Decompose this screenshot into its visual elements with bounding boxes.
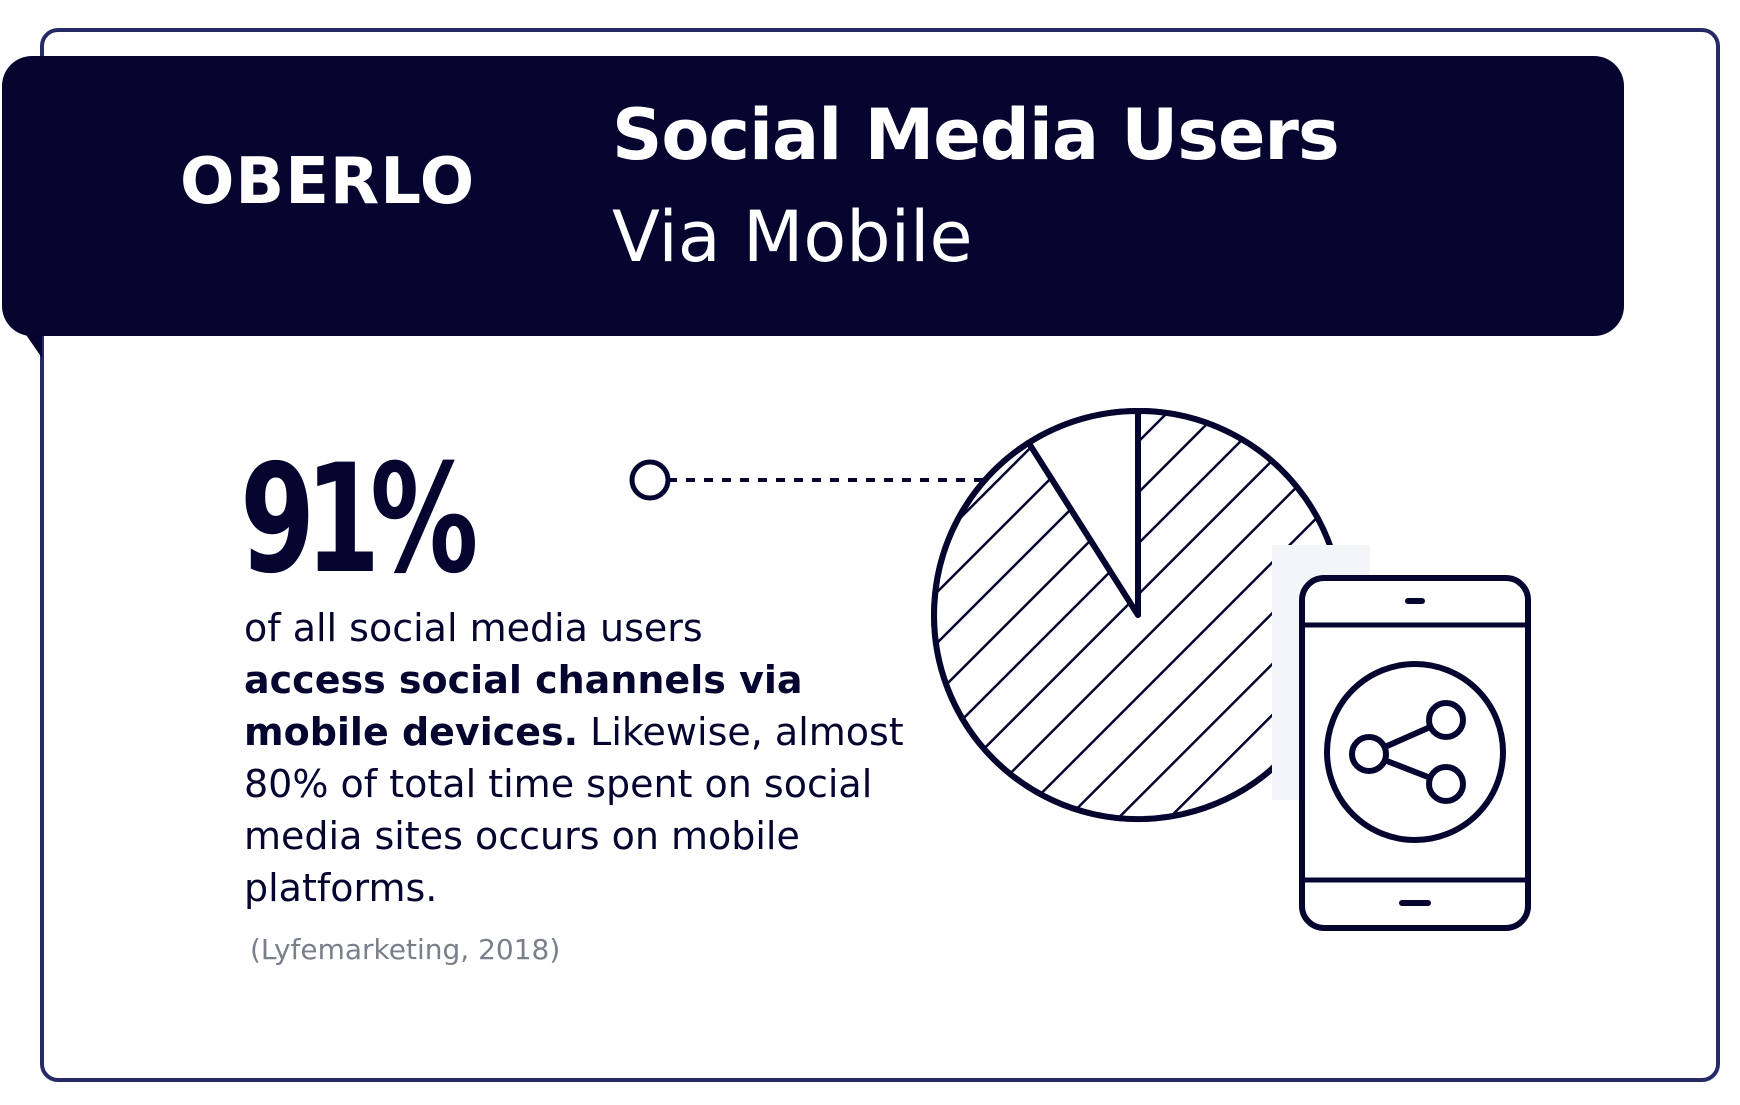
share-node-bottom	[1426, 764, 1466, 804]
pie-slice-other	[1025, 408, 1141, 618]
share-node-top	[1426, 700, 1466, 740]
smartphone-icon	[1272, 545, 1531, 931]
pie-chart-icon	[931, 408, 1346, 822]
share-icon	[1324, 661, 1506, 843]
stat-text-bold: access social channels via mobile device…	[244, 658, 803, 754]
oberlo-logo: OBERLO	[180, 145, 476, 219]
stat-text-intro: of all social media users	[244, 606, 703, 650]
stat-value: 91%	[240, 433, 478, 607]
share-node-left	[1349, 734, 1389, 774]
page-subtitle: Via Mobile	[612, 196, 973, 278]
stat-description: of all social media users access social …	[244, 602, 924, 914]
connector-dot	[629, 459, 671, 501]
source-citation: (Lyfemarketing, 2018)	[250, 933, 561, 966]
connector-line	[629, 459, 985, 501]
header-banner	[2, 56, 1624, 336]
stat-text-rest: Likewise, almost 80% of total time spent…	[244, 710, 904, 910]
page-title: Social Media Users	[612, 94, 1340, 176]
